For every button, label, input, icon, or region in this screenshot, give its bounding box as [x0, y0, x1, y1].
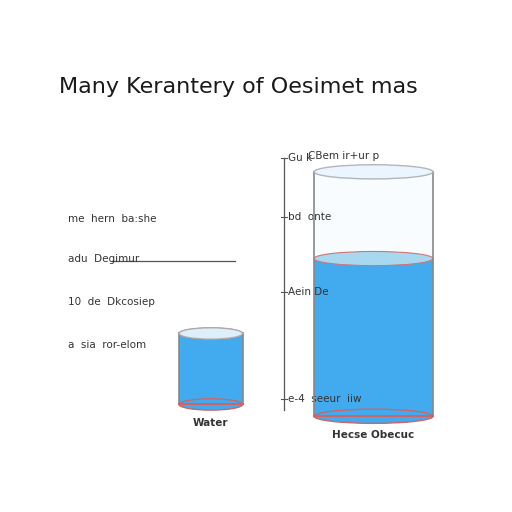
Ellipse shape	[179, 328, 243, 339]
Ellipse shape	[314, 165, 433, 179]
Bar	[314, 172, 433, 259]
Text: Aein De: Aein De	[288, 287, 329, 297]
Text: Many Kerantery of Oesimet mas: Many Kerantery of Oesimet mas	[59, 77, 418, 97]
Text: CBem ir+ur p: CBem ir+ur p	[308, 151, 379, 161]
Text: a  sia  ror-elom: a sia ror-elom	[68, 340, 146, 350]
Text: e-4  seeur  iiw: e-4 seeur iiw	[288, 394, 361, 403]
Ellipse shape	[314, 251, 433, 266]
Bar	[314, 259, 433, 416]
Ellipse shape	[179, 328, 243, 339]
Text: Water: Water	[193, 418, 228, 428]
Text: Hecse Obecuc: Hecse Obecuc	[332, 430, 415, 440]
Ellipse shape	[314, 409, 433, 423]
Text: adu  Degimur: adu Degimur	[68, 253, 139, 264]
Ellipse shape	[179, 399, 243, 410]
Text: bd  onte: bd onte	[288, 212, 331, 222]
Text: 10  de  Dkcosiep: 10 de Dkcosiep	[68, 297, 155, 307]
Bar	[179, 333, 243, 404]
Text: me  hern  ba:she: me hern ba:she	[68, 214, 157, 224]
Text: Gu k: Gu k	[288, 153, 312, 163]
